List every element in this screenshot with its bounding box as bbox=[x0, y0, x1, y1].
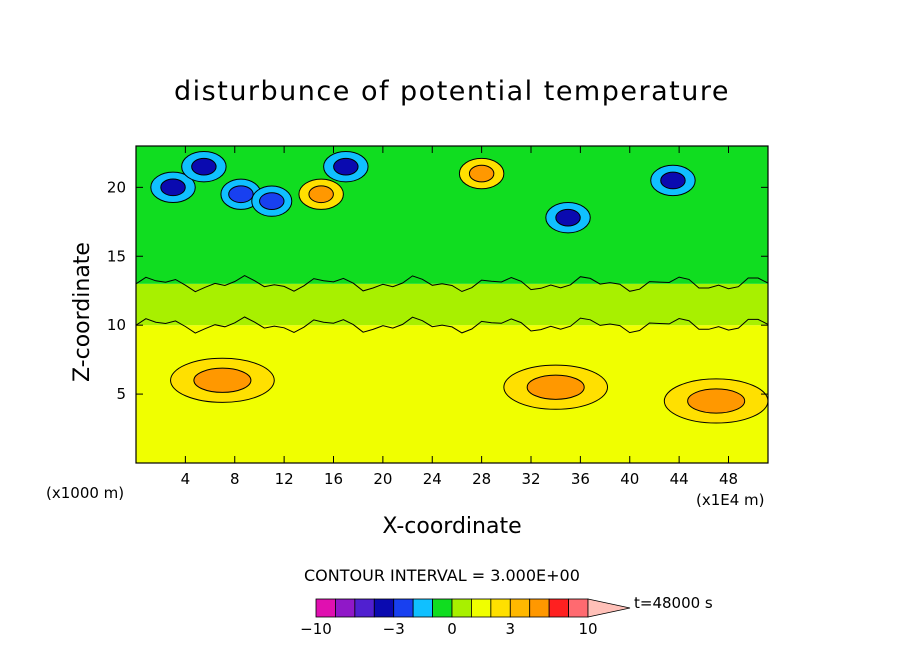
contour-core bbox=[228, 185, 254, 204]
contour-core bbox=[468, 164, 495, 183]
colorbar-cell bbox=[509, 598, 531, 618]
contour-core bbox=[193, 367, 252, 393]
colorbar-cell bbox=[393, 598, 414, 618]
x-tick-label: 44 bbox=[670, 470, 689, 488]
colorbar-cell bbox=[529, 598, 550, 618]
y-tick-label: 20 bbox=[107, 178, 126, 196]
y-axis-label: Z-coordinate bbox=[70, 242, 95, 382]
x-tick-label: 36 bbox=[571, 470, 590, 488]
colorbar-cell bbox=[412, 598, 433, 618]
colorbar-cell bbox=[315, 598, 336, 618]
y-scale-label: (x1000 m) bbox=[46, 484, 125, 502]
time-label: t=48000 s bbox=[634, 594, 713, 612]
contour-core bbox=[555, 208, 581, 227]
y-tick-label: 15 bbox=[107, 247, 126, 265]
colorbar-cell bbox=[568, 598, 589, 618]
y-tick-label: 10 bbox=[107, 316, 126, 334]
colorbar-cell bbox=[354, 598, 375, 618]
colorbar-tick-label: 0 bbox=[447, 620, 457, 638]
x-tick-label: 20 bbox=[373, 470, 392, 488]
contour-core bbox=[191, 157, 217, 176]
colorbar-arrow bbox=[587, 598, 631, 618]
x-tick-label: 32 bbox=[521, 470, 540, 488]
colorbar-cell bbox=[373, 598, 395, 618]
colorbar-tick-label: −3 bbox=[383, 620, 405, 638]
contour-line bbox=[136, 275, 768, 293]
contour-field bbox=[136, 146, 768, 463]
colorbar-cell bbox=[471, 598, 492, 618]
contour-core bbox=[333, 157, 359, 176]
contour-core bbox=[526, 374, 585, 400]
contour-line bbox=[136, 316, 768, 334]
contour-core bbox=[687, 388, 746, 414]
x-tick-label: 4 bbox=[181, 470, 191, 488]
x-tick-label: 48 bbox=[719, 470, 738, 488]
colorbar-cell bbox=[335, 598, 356, 618]
colorbar-cell bbox=[490, 598, 511, 618]
colorbar-cell bbox=[432, 598, 453, 618]
x-tick-label: 40 bbox=[620, 470, 639, 488]
x-scale-label: (x1E4 m) bbox=[696, 491, 765, 509]
colorbar-cell bbox=[548, 598, 569, 618]
contour-core bbox=[160, 178, 186, 197]
x-tick-label: 16 bbox=[324, 470, 343, 488]
chart-title: disturbunce of potential temperature bbox=[174, 76, 730, 107]
x-tick-label: 24 bbox=[423, 470, 442, 488]
colorbar-cell bbox=[451, 598, 472, 618]
contour-core bbox=[660, 171, 686, 190]
field-band bbox=[136, 283, 768, 326]
colorbar-tick-label: 10 bbox=[578, 620, 597, 638]
colorbar: −10 −3 0 3 10 bbox=[300, 598, 631, 638]
y-tick-label: 5 bbox=[116, 385, 126, 403]
colorbar-tick-label: 3 bbox=[506, 620, 516, 638]
x-tick-label: 8 bbox=[230, 470, 240, 488]
x-axis-label: X-coordinate bbox=[382, 514, 522, 539]
contour-interval-label: CONTOUR INTERVAL = 3.000E+00 bbox=[304, 566, 580, 585]
plot-frame bbox=[135, 145, 769, 464]
x-tick-label: 28 bbox=[472, 470, 491, 488]
colorbar-tick-label: −10 bbox=[300, 620, 332, 638]
contour-core bbox=[308, 185, 334, 204]
x-tick-label: 12 bbox=[275, 470, 294, 488]
contour-core bbox=[259, 192, 285, 210]
